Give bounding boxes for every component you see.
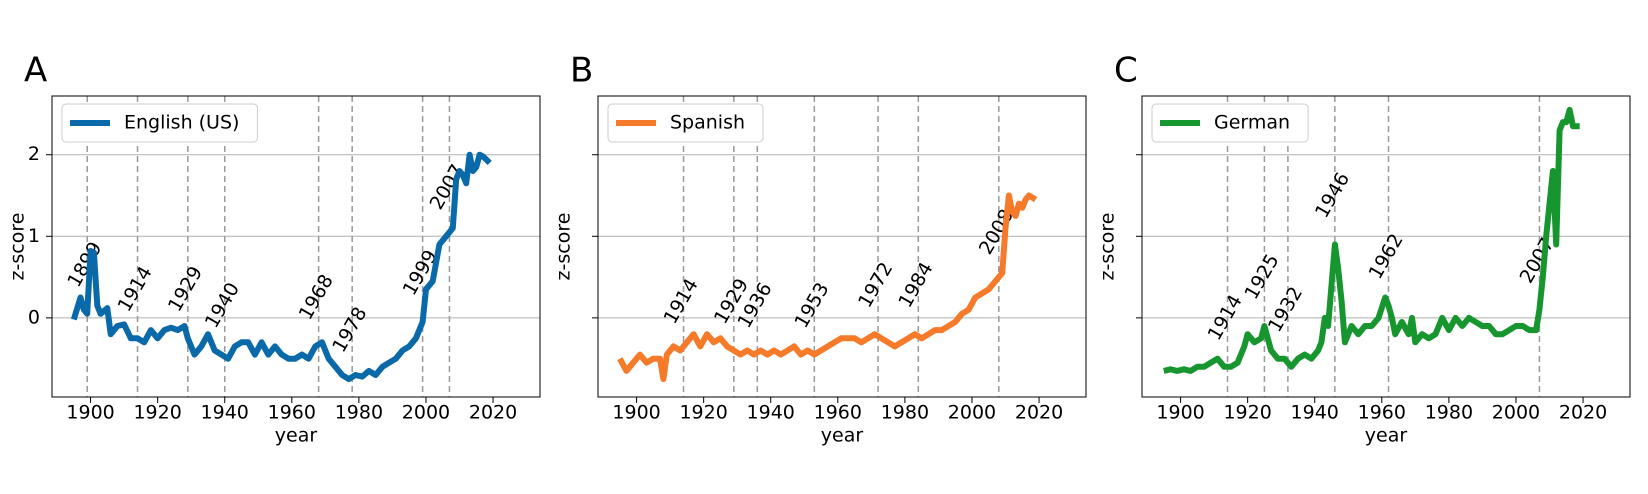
event-label: 1940 [201,279,244,332]
event-label: 1953 [790,279,833,332]
event-label: 1984 [894,259,937,312]
event-label: 2007 [425,161,468,214]
x-tick-label: 1960 [1358,402,1406,424]
data-line [70,151,492,383]
x-tick-label: 1980 [335,402,383,424]
panel-label: B [570,51,593,91]
plot-frame [597,95,1087,398]
x-tick-label: 1900 [1156,402,1204,424]
y-tick-label: 1 [28,225,40,247]
event-label: 1929 [164,263,207,316]
event-label: 1962 [1365,230,1408,283]
x-axis-label: year [821,425,864,447]
event-label: 1978 [328,303,371,356]
event-label: 1914 [114,263,157,316]
data-line [617,192,1038,383]
data-line [1163,106,1580,374]
x-tick-label: 1920 [133,402,181,424]
x-tick-label: 1940 [747,402,795,424]
event-label: 1972 [854,259,897,312]
panel: A 0 1 2 1900 1920 1940 1960 1980 2000 2020 1899 1914… [7,51,541,447]
x-tick-label: 1940 [201,402,249,424]
plot-frame [51,95,541,398]
event-label: 1946 [1311,169,1354,222]
legend-box [607,103,764,143]
x-tick-label: 1980 [1425,402,1473,424]
event-label: 1932 [1264,283,1307,336]
x-tick-label: 2020 [469,402,517,424]
x-tick-label: 1900 [66,402,114,424]
event-label: 1914 [660,275,703,328]
legend-label: English (US) [124,112,239,134]
legend-label: German [1214,112,1290,134]
panel-label: A [24,51,47,91]
x-tick-label: 1960 [268,402,316,424]
legend-box [1151,103,1309,143]
x-tick-label: 1900 [612,402,660,424]
x-tick-label: 1920 [679,402,727,424]
x-axis-label: year [275,425,318,447]
legend: German [1151,103,1309,143]
event-label: 2007 [1515,234,1558,287]
event-label: 1968 [295,271,338,324]
legend: English (US) [61,103,258,143]
y-tick-label: 0 [28,306,40,328]
event-label: 1925 [1240,250,1283,303]
legend-box [61,103,258,143]
x-tick-label: 1940 [1291,402,1339,424]
x-axis-label: year [1365,425,1408,447]
legend-label: Spanish [670,112,745,134]
y-axis-label: z-score [1097,213,1119,281]
x-tick-label: 2000 [1492,402,1540,424]
x-tick-label: 1960 [814,402,862,424]
x-tick-label: 1980 [881,402,929,424]
legend: Spanish [607,103,764,143]
y-axis-label: z-score [553,213,575,281]
x-tick-label: 2000 [402,402,450,424]
event-label: 1899 [63,238,106,291]
x-tick-label: 2020 [1015,402,1063,424]
y-tick-label: 2 [28,143,40,165]
x-tick-label: 2000 [948,402,996,424]
x-tick-label: 2020 [1559,402,1607,424]
plot-frame [1141,95,1631,398]
panel-label: C [1114,51,1138,91]
y-axis-label: z-score [7,213,29,281]
x-tick-label: 1920 [1223,402,1271,424]
